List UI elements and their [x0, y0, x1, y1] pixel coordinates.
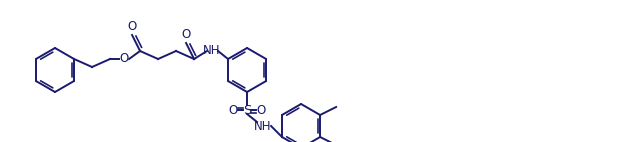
- Text: NH: NH: [203, 44, 220, 58]
- Text: O: O: [229, 104, 238, 116]
- Text: O: O: [127, 20, 137, 34]
- Text: O: O: [120, 53, 129, 65]
- Text: O: O: [256, 104, 266, 116]
- Text: NH: NH: [255, 120, 272, 132]
- Text: S: S: [243, 104, 251, 116]
- Text: O: O: [181, 29, 191, 41]
